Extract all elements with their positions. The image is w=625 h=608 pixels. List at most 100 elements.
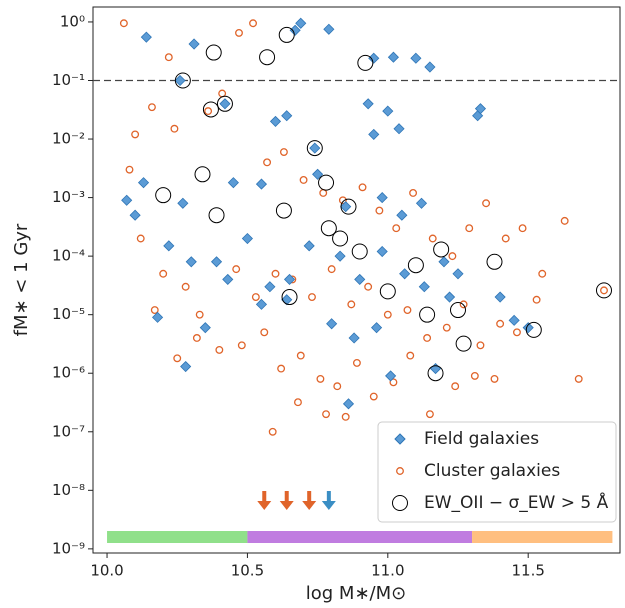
- ew-point: [340, 198, 357, 215]
- field-point: [289, 24, 301, 36]
- cluster-point: [496, 319, 505, 328]
- x-tick-label: 11.5: [511, 562, 544, 580]
- mass-bin-band: [472, 531, 613, 543]
- field-point: [494, 291, 506, 303]
- cluster-point: [538, 269, 547, 278]
- cluster-point: [150, 306, 159, 314]
- ew-point: [216, 95, 233, 112]
- field-point: [323, 23, 335, 35]
- field-point: [368, 128, 380, 140]
- cluster-point: [173, 354, 182, 363]
- cluster-point: [465, 224, 474, 233]
- y-tick-label: 10⁻⁷: [52, 422, 85, 440]
- legend-marker: [396, 467, 404, 475]
- y-tick-label: 10⁻⁹: [52, 539, 85, 557]
- cluster-point: [322, 410, 330, 419]
- field-point: [140, 31, 152, 43]
- field-point: [415, 197, 428, 209]
- x-tick-label: 11.0: [371, 562, 404, 580]
- cluster-point: [389, 378, 398, 387]
- cluster-point: [428, 234, 437, 243]
- field-point: [342, 398, 355, 410]
- cluster-point: [532, 295, 541, 304]
- cluster-point: [277, 364, 286, 373]
- cluster-point: [319, 189, 328, 197]
- field-point: [199, 322, 211, 334]
- cluster-point: [251, 293, 260, 302]
- ew-point: [318, 174, 335, 191]
- cluster-point: [279, 148, 288, 156]
- field-point: [444, 291, 456, 303]
- field-point: [418, 281, 430, 293]
- cluster-point: [470, 371, 479, 380]
- cluster-point: [299, 176, 308, 184]
- cluster-point: [316, 374, 325, 383]
- field-point: [121, 194, 133, 206]
- field-point: [177, 197, 189, 209]
- mass-arrow: [321, 491, 336, 510]
- cluster-point: [159, 269, 168, 278]
- legend-label: EW_OII − σ_EW > 5 Å: [424, 491, 609, 513]
- field-point: [348, 332, 360, 344]
- field-point: [188, 38, 200, 50]
- cluster-point: [136, 234, 145, 243]
- cluster-point: [148, 103, 156, 112]
- ew-point: [202, 101, 219, 118]
- ew-point: [433, 241, 450, 258]
- field-point: [222, 273, 234, 285]
- cluster-point: [333, 382, 342, 391]
- ew-point: [205, 44, 222, 61]
- x-axis-label: log M∗/M⊙: [306, 583, 406, 604]
- mass-arrow: [302, 491, 317, 510]
- ew-point: [281, 289, 298, 306]
- ew-point: [174, 72, 191, 89]
- cluster-point: [170, 124, 179, 133]
- cluster-point: [403, 306, 412, 314]
- y-tick-label: 10⁻¹: [52, 71, 85, 89]
- ew-point: [351, 243, 368, 260]
- cluster-point: [358, 183, 367, 192]
- ew-point: [419, 306, 436, 323]
- field-point: [227, 177, 239, 189]
- cluster-point: [490, 374, 499, 383]
- field-point: [508, 314, 520, 326]
- field-point: [362, 98, 374, 110]
- cluster-point: [263, 158, 272, 167]
- cluster-point: [518, 224, 527, 233]
- y-axis-label: fM∗ < 1 Gyr: [11, 223, 32, 336]
- cluster-point: [392, 224, 401, 233]
- ew-point: [208, 207, 225, 224]
- mass-bin-band: [247, 531, 473, 543]
- cluster-point: [375, 206, 384, 215]
- cluster-point: [249, 19, 257, 28]
- ew-point: [275, 202, 292, 219]
- cluster-point: [406, 351, 415, 360]
- field-point: [354, 273, 366, 285]
- y-tick-label: 10⁻⁸: [52, 481, 85, 499]
- field-point: [264, 281, 276, 293]
- field-point: [210, 256, 223, 268]
- field-point: [219, 98, 231, 110]
- legend-marker: [394, 433, 406, 445]
- cluster-point: [383, 310, 392, 319]
- field-point: [152, 311, 164, 323]
- field-point: [396, 209, 408, 221]
- x-tick-label: 10.5: [231, 562, 264, 580]
- cluster-point: [268, 427, 277, 436]
- field-point: [371, 322, 383, 334]
- cluster-point: [364, 282, 373, 291]
- ew-point: [455, 335, 472, 352]
- field-point: [368, 52, 380, 64]
- cluster-point: [513, 328, 521, 337]
- cluster-point: [125, 165, 134, 174]
- cluster-point: [560, 216, 569, 225]
- ew-point: [357, 54, 374, 71]
- field-point: [180, 360, 192, 373]
- field-point: [283, 273, 296, 285]
- ew-point: [259, 49, 276, 66]
- cluster-point: [308, 293, 316, 302]
- field-point: [312, 168, 324, 180]
- cluster-point: [423, 334, 432, 342]
- cluster-point: [451, 382, 460, 391]
